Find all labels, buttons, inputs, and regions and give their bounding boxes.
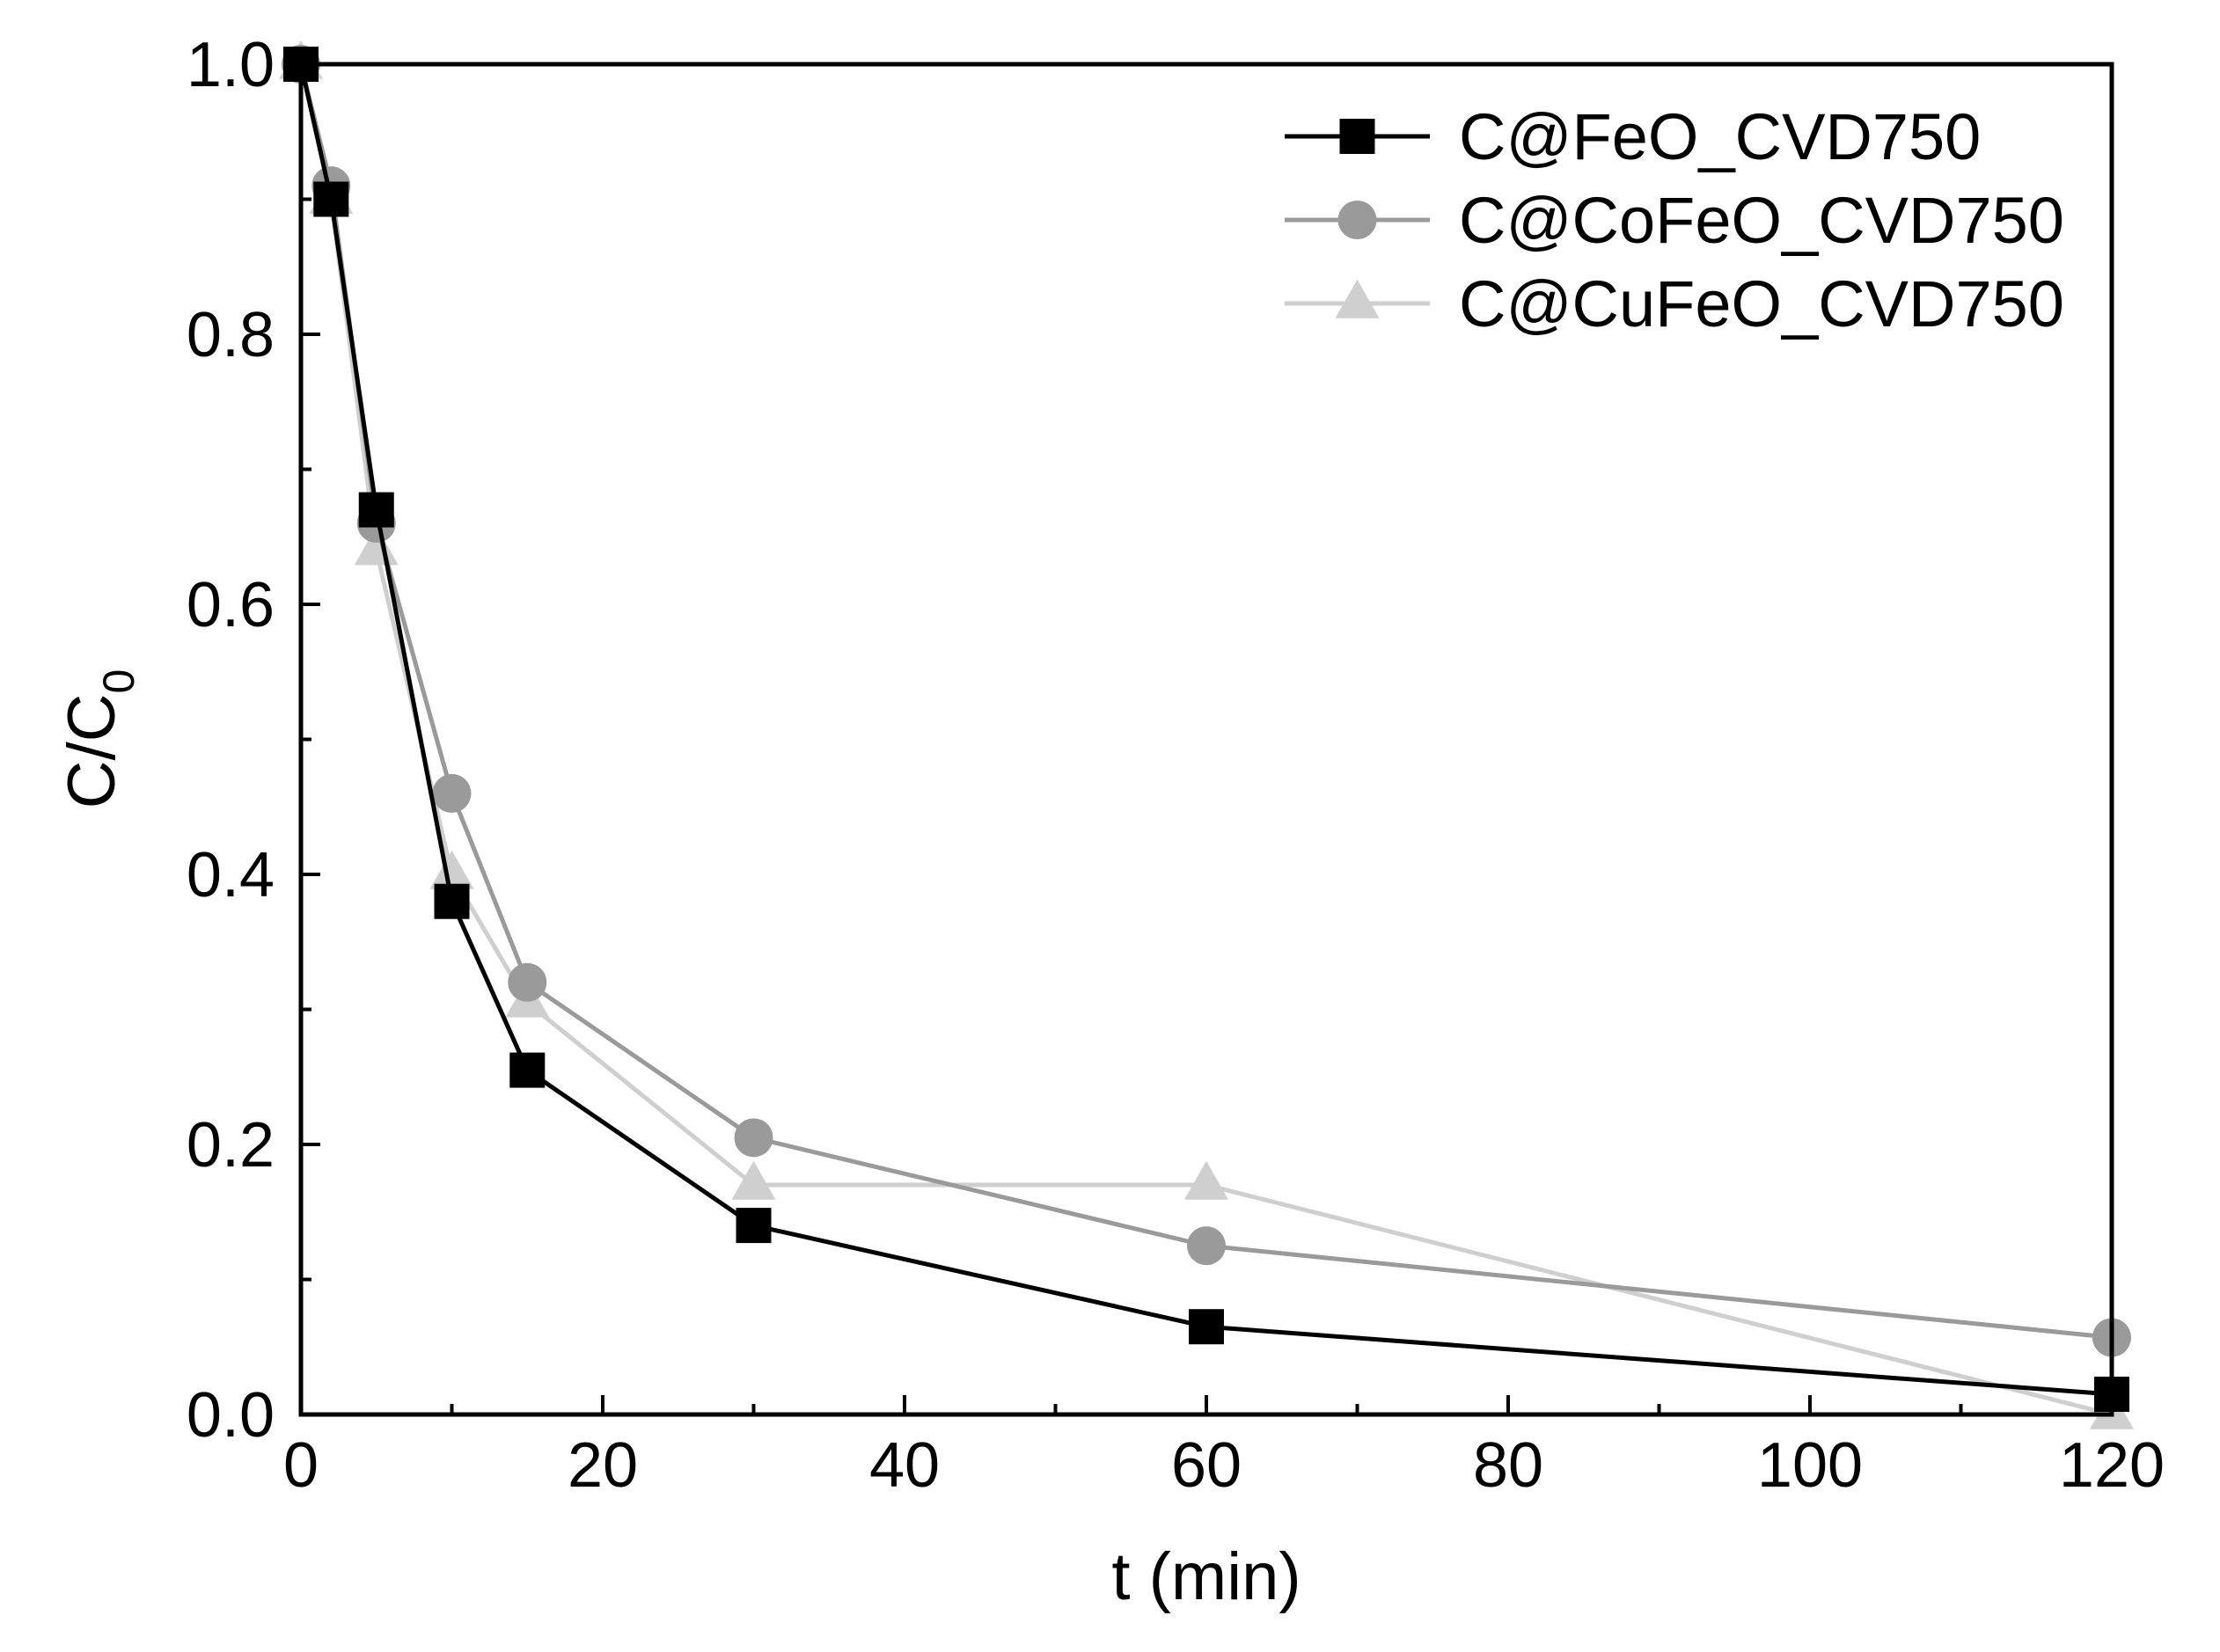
legend-item: C@CuFeO_CVD750 [1285, 267, 2064, 340]
x-axis-label: t (min) [1111, 1539, 1300, 1614]
data-point [358, 492, 394, 528]
x-tick-label: 0 [283, 1430, 319, 1501]
y-axis-label-subscript: 0 [94, 669, 143, 694]
y-axis-label: C/C0 [55, 669, 143, 809]
x-tick-label: 40 [869, 1430, 940, 1501]
y-tick-label: 0.4 [187, 840, 275, 910]
x-tick-label: 60 [1171, 1430, 1242, 1501]
data-point [434, 883, 470, 919]
series-layer [279, 40, 2134, 1429]
legend-marker [1339, 119, 1375, 154]
data-point [736, 1208, 772, 1244]
y-tick-label: 0.6 [187, 570, 275, 640]
x-tick-label: 100 [1757, 1430, 1863, 1501]
legend-label: C@FeO_CVD750 [1459, 100, 1981, 173]
data-point [731, 1160, 776, 1200]
x-tick-label: 20 [568, 1430, 638, 1501]
data-point [429, 850, 474, 889]
data-point [313, 181, 349, 217]
y-axis-label-main: C/C [55, 693, 129, 808]
legend-item: C@FeO_CVD750 [1285, 100, 1981, 173]
data-point [734, 1118, 773, 1158]
y-tick-label: 1.0 [187, 30, 275, 100]
axis-layer: 0 20 40 60 80 100 120 0.0 0.2 0.4 0.6 0.8 1.0 [187, 30, 2165, 1501]
data-point [509, 1052, 546, 1088]
y-tick-label: 0.0 [187, 1380, 275, 1451]
legend-label: C@CuFeO_CVD750 [1459, 267, 2064, 340]
y-tick-label: 0.8 [187, 300, 275, 370]
y-tick-label: 0.2 [187, 1110, 275, 1181]
data-point [432, 773, 472, 813]
data-point [1184, 1160, 1228, 1200]
series-line [298, 63, 2113, 1397]
x-tick-label: 120 [2059, 1430, 2165, 1501]
legend: C@FeO_CVD750 C@CoFeO_CVD750 C@CuFeO_CVD750 [1285, 100, 2064, 340]
data-point [1189, 1309, 1224, 1345]
legend-item: C@CoFeO_CVD750 [1285, 184, 2064, 257]
data-point [508, 962, 547, 1002]
x-tick-label: 80 [1473, 1430, 1543, 1501]
legend-marker [1335, 279, 1380, 318]
legend-marker [1337, 201, 1377, 239]
legend-label: C@CoFeO_CVD750 [1459, 184, 2064, 257]
data-point [1187, 1226, 1226, 1266]
